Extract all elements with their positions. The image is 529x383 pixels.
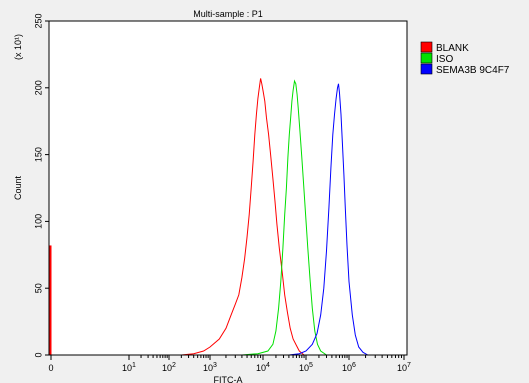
- y-tick-label: 250: [33, 13, 43, 28]
- plot-area: [49, 21, 407, 355]
- x-tick-label: 101: [122, 362, 136, 373]
- x-tick-label: 104: [256, 362, 270, 373]
- legend-label: BLANK: [436, 43, 469, 54]
- y-tick-label: 50: [33, 283, 43, 293]
- series-layer: [49, 78, 369, 356]
- y-tick-label: 0: [33, 352, 43, 357]
- y-tick-label: 150: [33, 147, 43, 162]
- series-line: [181, 78, 305, 356]
- legend-swatch: [420, 52, 433, 64]
- series-line: [241, 79, 327, 356]
- y-multiplier-label: (x 10¹): [13, 34, 23, 60]
- x-tick-label: 105: [299, 362, 313, 373]
- legend-swatch: [420, 63, 433, 75]
- x-tick-label: 103: [203, 362, 217, 373]
- y-tick-label: 100: [33, 214, 43, 229]
- plot-frame: [48, 20, 408, 356]
- legend-label: ISO: [436, 54, 453, 65]
- series-line: [288, 83, 369, 356]
- y-tick-label: 200: [33, 80, 43, 95]
- y-ticks: 0 50 100 150 200 250: [33, 13, 49, 358]
- legend-swatch: [420, 41, 433, 53]
- x-tick-label: 107: [397, 362, 411, 373]
- x-tick-label: 102: [162, 362, 176, 373]
- chart-title: Multi-sample : P1: [193, 9, 263, 19]
- x-tick-label: 0: [48, 363, 53, 373]
- legend-label: SEMA3B 9C4F7: [436, 65, 510, 76]
- y-axis-title: Count: [13, 176, 23, 201]
- x-axis-title: FITC-A: [214, 375, 243, 383]
- x-tick-label: 106: [342, 362, 356, 373]
- x-ticks: 0 101 102 103 104 105 106 107: [48, 355, 411, 373]
